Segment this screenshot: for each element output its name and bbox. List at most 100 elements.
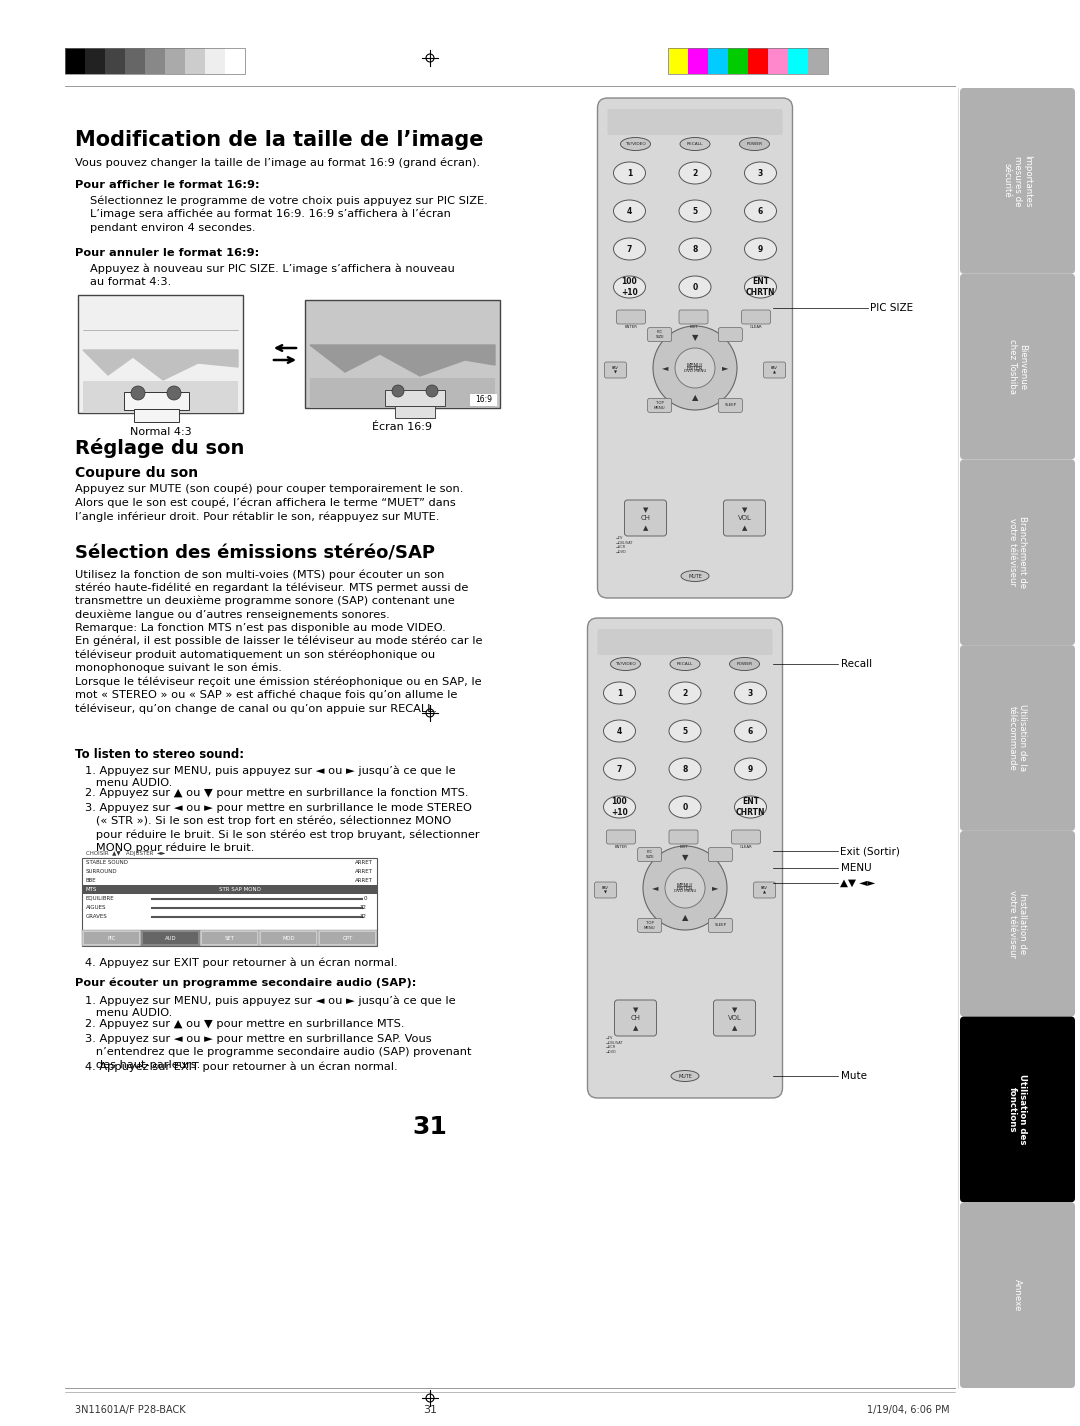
Text: Branchement de
votre téléviseur: Branchement de votre téléviseur	[1008, 516, 1027, 589]
FancyBboxPatch shape	[754, 883, 775, 898]
Text: ▲: ▲	[681, 914, 688, 923]
Text: Vous pouvez changer la taille de l’image au format 16:9 (grand écran).: Vous pouvez changer la taille de l’image…	[75, 158, 481, 168]
Bar	[205, 48, 225, 74]
Text: SURROUND: SURROUND	[86, 868, 118, 874]
Text: EXIT: EXIT	[679, 846, 688, 848]
Bar	[124, 392, 189, 411]
Text: ARRET: ARRET	[355, 868, 373, 874]
FancyBboxPatch shape	[597, 629, 772, 655]
Text: 31: 31	[413, 1115, 447, 1139]
FancyBboxPatch shape	[724, 501, 766, 536]
Text: ENTER: ENTER	[677, 886, 693, 890]
Text: Sélectionnez le programme de votre choix puis appuyez sur PIC SIZE.
L’image sera: Sélectionnez le programme de votre choix…	[90, 195, 488, 232]
Text: CHOISIR  ▲▼   ADJUSTER  ◄►: CHOISIR ▲▼ ADJUSTER ◄►	[86, 851, 165, 856]
Text: MUTE: MUTE	[678, 1074, 692, 1078]
Text: ►: ►	[712, 884, 718, 893]
Text: FAV
▲: FAV ▲	[761, 886, 768, 894]
Bar	[320, 933, 375, 944]
Text: ▲▼ ◄►: ▲▼ ◄►	[840, 878, 876, 888]
Text: GRAVES: GRAVES	[86, 914, 108, 918]
Ellipse shape	[734, 720, 767, 742]
Text: DVD MENU: DVD MENU	[674, 888, 697, 893]
Circle shape	[131, 386, 145, 401]
Text: Utilisation des
fonctions: Utilisation des fonctions	[1008, 1074, 1027, 1145]
Text: ▲: ▲	[692, 394, 699, 402]
Text: 7: 7	[617, 764, 622, 773]
Bar	[728, 48, 748, 74]
Text: SET: SET	[225, 935, 234, 941]
FancyBboxPatch shape	[588, 617, 783, 1098]
Ellipse shape	[613, 200, 646, 222]
Text: ▼: ▼	[633, 1007, 638, 1012]
FancyBboxPatch shape	[960, 459, 1075, 645]
Text: 32: 32	[360, 914, 367, 918]
Ellipse shape	[613, 238, 646, 260]
Ellipse shape	[744, 277, 777, 298]
Text: 6: 6	[758, 207, 764, 215]
Ellipse shape	[670, 657, 700, 670]
FancyBboxPatch shape	[637, 918, 662, 933]
Text: ENT
CHRTN: ENT CHRTN	[746, 277, 775, 297]
Text: →TV
→CBL/SAT
→VCR
→DVD: →TV →CBL/SAT →VCR →DVD	[606, 1037, 623, 1054]
Text: AUD: AUD	[165, 935, 176, 941]
Text: Modification de la taille de l’image: Modification de la taille de l’image	[75, 130, 484, 150]
Text: CLEAR: CLEAR	[751, 325, 762, 329]
Bar	[669, 48, 688, 74]
Bar	[65, 48, 245, 74]
Bar	[788, 48, 808, 74]
Text: ▼: ▼	[643, 508, 648, 513]
Ellipse shape	[610, 657, 640, 670]
Text: 5: 5	[683, 726, 688, 736]
Bar	[808, 48, 828, 74]
Polygon shape	[83, 349, 238, 379]
Text: PIC
SIZE: PIC SIZE	[645, 850, 654, 858]
Text: Mute: Mute	[840, 1071, 866, 1081]
FancyBboxPatch shape	[607, 108, 783, 135]
FancyBboxPatch shape	[714, 1000, 756, 1037]
Ellipse shape	[613, 277, 646, 298]
Ellipse shape	[740, 137, 769, 151]
Text: EXIT: EXIT	[690, 325, 699, 329]
Text: Bienvenue
chez Toshiba: Bienvenue chez Toshiba	[1008, 339, 1027, 394]
Bar	[65, 48, 85, 74]
Text: 100
+10: 100 +10	[611, 797, 627, 817]
Text: STR SAP MONO: STR SAP MONO	[218, 887, 260, 893]
Circle shape	[675, 348, 715, 388]
Bar	[78, 295, 243, 414]
Text: ENT
CHRTN: ENT CHRTN	[735, 797, 766, 817]
FancyBboxPatch shape	[742, 309, 770, 324]
Ellipse shape	[679, 238, 711, 260]
Text: MTS: MTS	[86, 887, 97, 893]
Text: Normal 4:3: Normal 4:3	[130, 426, 191, 436]
FancyBboxPatch shape	[648, 398, 672, 412]
Text: PIC SIZE: PIC SIZE	[870, 302, 914, 312]
Text: Réglage du son: Réglage du son	[75, 438, 244, 458]
Text: 1. Appuyez sur MENU, puis appuyez sur ◄ ou ► jusqu’à ce que le
   menu AUDIO.: 1. Appuyez sur MENU, puis appuyez sur ◄ …	[85, 764, 456, 789]
Text: RECALL: RECALL	[677, 662, 693, 666]
Text: SLEEP: SLEEP	[725, 404, 737, 408]
Text: Pour annuler le format 16:9:: Pour annuler le format 16:9:	[75, 248, 259, 258]
Text: Exit (Sortir): Exit (Sortir)	[840, 846, 901, 856]
Text: Importantes
mesures de
sécurité: Importantes mesures de sécurité	[1002, 154, 1032, 207]
Text: MUTE: MUTE	[688, 573, 702, 579]
Circle shape	[665, 868, 705, 908]
Ellipse shape	[744, 200, 777, 222]
Text: ▲: ▲	[732, 1025, 738, 1031]
Text: 3: 3	[747, 689, 753, 697]
Text: 8: 8	[692, 244, 698, 254]
Ellipse shape	[744, 238, 777, 260]
Text: Annexe: Annexe	[1013, 1279, 1022, 1312]
Ellipse shape	[744, 163, 777, 184]
Bar	[82, 886, 377, 894]
FancyBboxPatch shape	[708, 918, 732, 933]
Bar	[202, 933, 257, 944]
FancyBboxPatch shape	[615, 1000, 657, 1037]
Ellipse shape	[669, 720, 701, 742]
Bar	[470, 394, 497, 406]
Text: 0: 0	[683, 803, 688, 811]
Bar	[125, 48, 145, 74]
FancyBboxPatch shape	[637, 847, 662, 861]
FancyBboxPatch shape	[617, 309, 646, 324]
Bar	[82, 930, 141, 945]
Bar	[85, 48, 105, 74]
